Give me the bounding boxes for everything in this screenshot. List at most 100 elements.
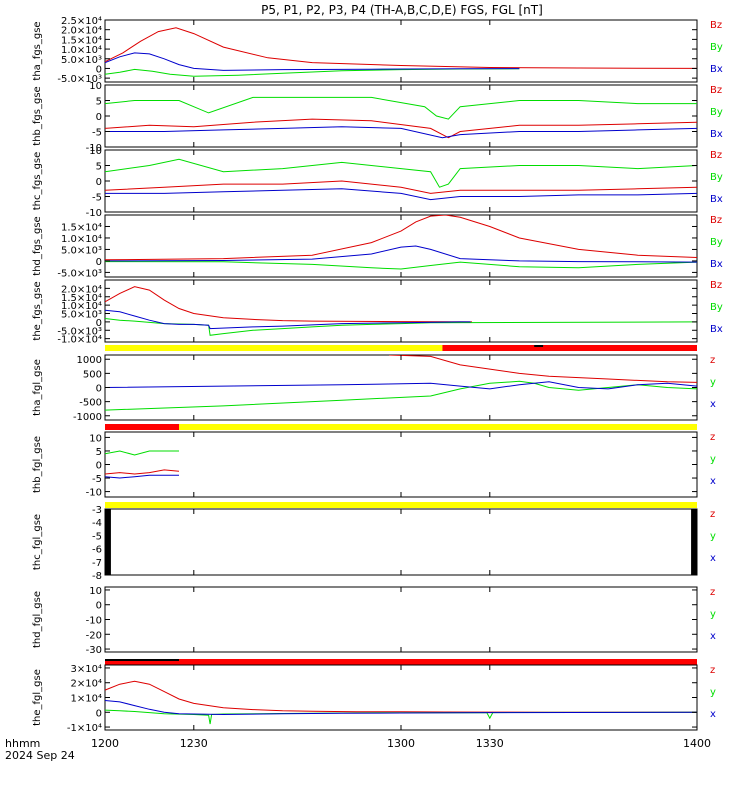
y-tick-label: 2×10⁴ xyxy=(71,679,102,690)
y-tick-label: 5 xyxy=(96,97,102,108)
plot-frame xyxy=(104,508,698,576)
series-x xyxy=(105,381,697,390)
legend-entry-x: x xyxy=(710,399,716,410)
plot-frame xyxy=(104,431,698,498)
series-y xyxy=(105,450,179,456)
y-tick-label: -3 xyxy=(92,505,102,516)
x-tick-label: 1330 xyxy=(476,737,504,750)
y-tick-label: 0 xyxy=(96,601,102,612)
y-tick-label: -8 xyxy=(92,571,102,582)
legend-entry-By: By xyxy=(710,107,723,118)
legend-entry-z: z xyxy=(710,432,715,443)
series-x xyxy=(105,700,697,716)
legend-entry-By: By xyxy=(710,172,723,183)
y-tick-label: -4 xyxy=(92,518,102,529)
y-axis-label: thd_fgs_gse xyxy=(32,216,43,275)
legend-entry-z: z xyxy=(710,509,715,520)
x-tick-label: 1230 xyxy=(180,737,208,750)
y-tick-label: -5 xyxy=(92,193,102,204)
plot-frame xyxy=(104,279,698,343)
panel-the_fgs_gse: 2.0×10⁴1.5×10⁴1.0×10⁴5.0×10³0-5.0×10³-1.… xyxy=(32,279,723,346)
y-tick-label: 5.0×10³ xyxy=(61,245,102,256)
panel-thb_fgs_gse: 10 5 0 -5 -10 thb_fgs_gse Bz By Bx xyxy=(32,81,723,154)
plot-frame xyxy=(104,664,698,731)
flag-mark xyxy=(534,345,544,347)
panel-thb_fgl_gse: 10 5 0 -5 -10 thb_fgl_gse zyx xyxy=(32,424,716,499)
x-tick-label: 1400 xyxy=(683,737,711,750)
legend-entry-Bx: Bx xyxy=(710,129,723,140)
legend-entry-Bz: Bz xyxy=(710,150,722,161)
y-tick-label: -1.0×10⁴ xyxy=(57,335,102,346)
y-tick-label: 1.5×10⁴ xyxy=(61,222,102,233)
y-tick-label: -500 xyxy=(79,398,102,409)
y-tick-label: -30 xyxy=(86,645,102,656)
legend-entry-Bz: Bz xyxy=(710,20,722,31)
y-tick-label: -1000 xyxy=(73,412,102,423)
y-axis-label: the_fgl_gse xyxy=(32,669,43,726)
y-tick-label: -10 xyxy=(86,208,102,219)
y-tick-label: -10 xyxy=(86,616,102,627)
legend-entry-y: y xyxy=(710,377,716,388)
y-tick-label: -5 xyxy=(92,128,102,139)
y-axis-label: thb_fgl_gse xyxy=(32,436,43,493)
status-bar-red xyxy=(105,424,179,430)
panel-the_fgl_gse: 3×10⁴ 2×10⁴ 1×10⁴ 0 -1×10⁴ the_fgl_gse zyx xyxy=(32,659,716,734)
plot-frame xyxy=(104,586,698,653)
plot-frame xyxy=(104,19,698,83)
y-tick-label: -6 xyxy=(92,545,102,556)
series-By xyxy=(105,158,697,188)
panel-thd_fgl_gse: 10 0 -10 -20 -30 thd_fgl_gse zyx xyxy=(32,586,716,656)
series-x xyxy=(105,474,179,479)
plot-frame xyxy=(104,214,698,278)
legend-entry-y: y xyxy=(710,609,716,620)
y-tick-label: 10 xyxy=(89,81,102,92)
legend-entry-x: x xyxy=(710,631,716,642)
series-Bz xyxy=(105,215,697,261)
legend-entry-z: z xyxy=(710,355,715,366)
y-axis-label: tha_fgl_gse xyxy=(32,359,43,416)
legend-entry-z: z xyxy=(710,665,715,676)
panel-thc_fgs_gse: 10 5 0 -5 -10 thc_fgs_gse Bz By Bx xyxy=(32,146,723,219)
y-tick-label: -5.0×10³ xyxy=(57,326,102,337)
chart-title: P5, P1, P2, P3, P4 (TH-A,B,C,D,E) FGS, F… xyxy=(261,3,543,17)
y-tick-label: 5.0×10³ xyxy=(61,310,102,321)
y-tick-label: 0 xyxy=(96,112,102,123)
status-bar-yellow xyxy=(105,502,697,508)
legend-entry-x: x xyxy=(710,553,716,564)
y-axis-label: thc_fgs_gse xyxy=(32,152,43,211)
series-Bx xyxy=(105,245,697,263)
legend-entry-Bz: Bz xyxy=(710,280,722,291)
series-Bx xyxy=(105,126,697,139)
legend-entry-y: y xyxy=(710,454,716,465)
series-Bx xyxy=(105,309,471,330)
y-tick-label: -1×10⁴ xyxy=(67,723,102,734)
y-tick-label: 1.0×10⁴ xyxy=(61,45,102,56)
legend-entry-x: x xyxy=(710,476,716,487)
legend-entry-Bz: Bz xyxy=(710,215,722,226)
y-axis-label: thc_fgl_gse xyxy=(32,514,43,570)
legend-entry-y: y xyxy=(710,687,716,698)
y-tick-label: 0 xyxy=(96,384,102,395)
panel-tha_fgl_gse: 1000 500 0 -500 -1000 tha_fgl_gse zyx xyxy=(32,345,716,423)
status-bar-red xyxy=(105,659,697,665)
y-tick-label: -5 xyxy=(92,474,102,485)
y-tick-label: -10 xyxy=(86,488,102,499)
legend-entry-Bx: Bx xyxy=(710,259,723,270)
series-By xyxy=(105,318,697,336)
status-bar-yellow xyxy=(179,424,697,430)
x-axis-label-date: 2024 Sep 24 xyxy=(5,749,75,762)
y-tick-label: 500 xyxy=(83,369,102,380)
series-Bz xyxy=(105,118,697,139)
legend-entry-By: By xyxy=(710,302,723,313)
plot-frame xyxy=(104,149,698,213)
y-tick-label: -7 xyxy=(92,558,102,569)
panel-thc_fgl_gse: -3 -4 -5 -6 -7 -8 thc_fgl_gse zyx xyxy=(32,502,716,582)
series-y xyxy=(105,380,697,411)
y-tick-label: 1.5×10⁴ xyxy=(61,35,102,46)
series-Bx xyxy=(105,188,697,201)
y-axis-label: the_fgs_gse xyxy=(32,281,43,340)
legend-entry-By: By xyxy=(710,237,723,248)
y-tick-label: 1.5×10⁴ xyxy=(61,293,102,304)
legend-entry-Bx: Bx xyxy=(710,194,723,205)
